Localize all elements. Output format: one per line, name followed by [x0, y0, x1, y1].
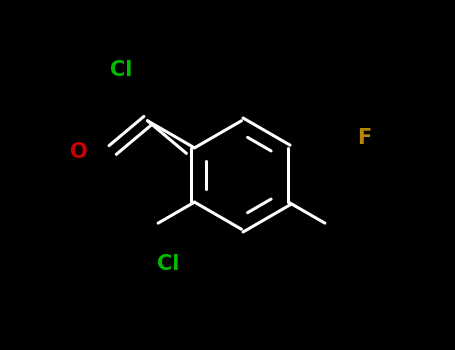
Text: O: O — [70, 142, 87, 162]
Text: F: F — [357, 128, 371, 148]
Text: Cl: Cl — [157, 254, 180, 274]
Text: Cl: Cl — [110, 60, 132, 80]
